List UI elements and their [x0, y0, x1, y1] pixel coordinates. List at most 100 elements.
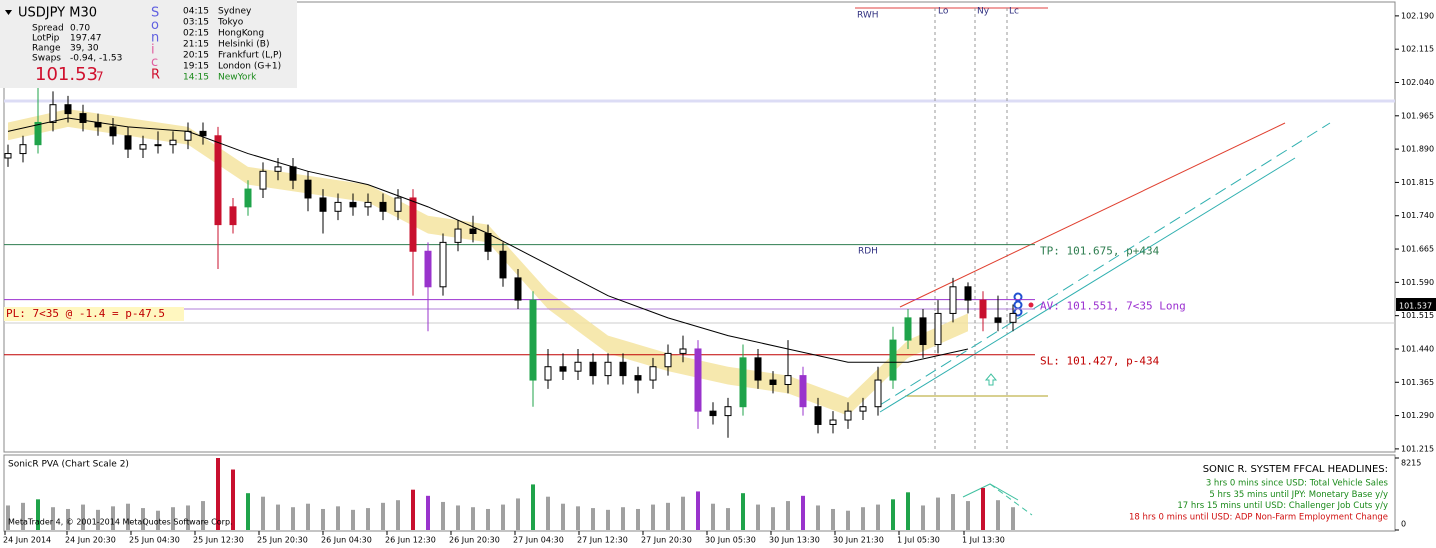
- volume-bar: [756, 504, 760, 530]
- candle-body: [469, 228, 477, 234]
- signal-dot: [1028, 302, 1034, 308]
- candle-body: [184, 130, 192, 141]
- trend-line: [899, 122, 1286, 308]
- x-tick-label: 26 Jun 04:30: [321, 536, 372, 545]
- candle-body: [619, 361, 627, 377]
- session-name: NewYork: [218, 73, 257, 83]
- candle-body: [379, 201, 387, 212]
- pl-label-bg: [4, 307, 184, 321]
- session-time: 19:15: [183, 62, 209, 72]
- volume-bar: [381, 502, 385, 530]
- pva-line: [989, 483, 1033, 516]
- candle-body: [709, 410, 717, 417]
- volume-bar: [51, 507, 55, 530]
- headline: 17 hrs 15 mins until USD: Challenger Job…: [1177, 501, 1388, 511]
- x-tick-label: 27 Jun 04:30: [513, 536, 564, 545]
- volume-bar: [21, 502, 25, 530]
- volume-bar: [891, 499, 895, 530]
- volume-bar: [621, 507, 625, 530]
- session-time: 02:15: [183, 29, 209, 39]
- candle-body: [274, 166, 282, 172]
- volume-bar: [816, 505, 820, 530]
- volume-bar: [726, 508, 730, 530]
- price-digit: 7: [96, 70, 104, 84]
- volume-bar: [351, 509, 355, 530]
- volume-bar: [576, 506, 580, 530]
- candle-body: [49, 104, 57, 123]
- candle-body: [739, 357, 747, 408]
- session-name: Sydney: [218, 7, 252, 17]
- trend-line: [879, 157, 1296, 413]
- info-value: 197.47: [70, 34, 102, 44]
- candle-body: [454, 228, 462, 243]
- volume-bar: [201, 501, 205, 530]
- volume-bar: [306, 503, 310, 530]
- y-tick-label: 101.590: [1401, 278, 1434, 287]
- candle-body: [124, 135, 132, 150]
- session-marker: Lo: [938, 7, 949, 17]
- copyright: MetaTrader 4, © 2001-2014 MetaQuotes Sof…: [8, 518, 233, 527]
- candle-body: [259, 170, 267, 190]
- candle-body: [4, 153, 12, 159]
- candle-body: [874, 379, 882, 408]
- candle-body: [634, 375, 642, 381]
- candle-body: [934, 312, 942, 346]
- level-label: SL: 101.427, p-434: [1040, 355, 1160, 368]
- y-tick-label: 101.740: [1401, 211, 1434, 220]
- session-name: Tokyo: [217, 18, 244, 28]
- candle-body: [694, 348, 702, 412]
- candle-body: [139, 144, 147, 150]
- sonic-letter: c: [151, 55, 158, 70]
- volume-bar: [516, 498, 520, 530]
- x-tick-label: 24 Jun 20:30: [65, 536, 116, 545]
- candle-body: [589, 361, 597, 377]
- candle-body: [604, 361, 612, 377]
- session-name: HongKong: [218, 29, 264, 39]
- session-time: 14:15: [183, 73, 209, 83]
- volume-bar: [996, 500, 1000, 530]
- session-name: Frankfurt (L,P): [218, 51, 282, 61]
- volume-bar: [426, 495, 430, 530]
- session-time: 20:15: [183, 51, 209, 61]
- price: 101.53: [35, 64, 98, 85]
- current-price-label: 101.537: [1399, 301, 1432, 310]
- session-marker: RDH: [858, 247, 878, 257]
- y-tick-label: 101.440: [1401, 344, 1434, 353]
- candle-body: [889, 339, 897, 381]
- volume-bar: [441, 501, 445, 530]
- volume-bar: [126, 503, 130, 530]
- session-marker: RWH: [857, 11, 879, 21]
- volume-bar: [546, 496, 550, 530]
- volume-bar: [741, 493, 745, 530]
- volume-bar: [276, 504, 280, 530]
- sonic-letter: n: [151, 30, 159, 45]
- y-tick-label: 102.040: [1401, 78, 1434, 87]
- candle-body: [664, 352, 672, 368]
- volume-bar: [936, 497, 940, 530]
- info-value: 0.70: [70, 24, 90, 34]
- volume-bar: [876, 504, 880, 530]
- info-label: LotPip: [32, 34, 60, 44]
- session-time: 03:15: [183, 18, 209, 28]
- candle-body: [364, 201, 372, 208]
- volume-bar: [951, 494, 955, 530]
- level-label: TP: 101.675, p+434: [1040, 245, 1160, 258]
- sonic-letter: R: [151, 68, 160, 83]
- candle-body: [154, 144, 162, 147]
- candle-body: [64, 104, 72, 115]
- x-tick-label: 25 Jun 12:30: [193, 536, 244, 545]
- x-tick-label: 27 Jun 20:30: [641, 536, 692, 545]
- volume-bar: [396, 500, 400, 530]
- volume-tick-label: 8215: [1401, 459, 1421, 468]
- volume-bar: [981, 487, 985, 530]
- volume-bar: [711, 503, 715, 530]
- main-pane: [3, 1, 1396, 453]
- volume-bar: [141, 508, 145, 530]
- volume-bar: [591, 508, 595, 530]
- volume-bar: [636, 508, 640, 530]
- candle-body: [949, 286, 957, 314]
- candle-body: [979, 299, 987, 319]
- y-tick-label: 101.365: [1401, 378, 1434, 387]
